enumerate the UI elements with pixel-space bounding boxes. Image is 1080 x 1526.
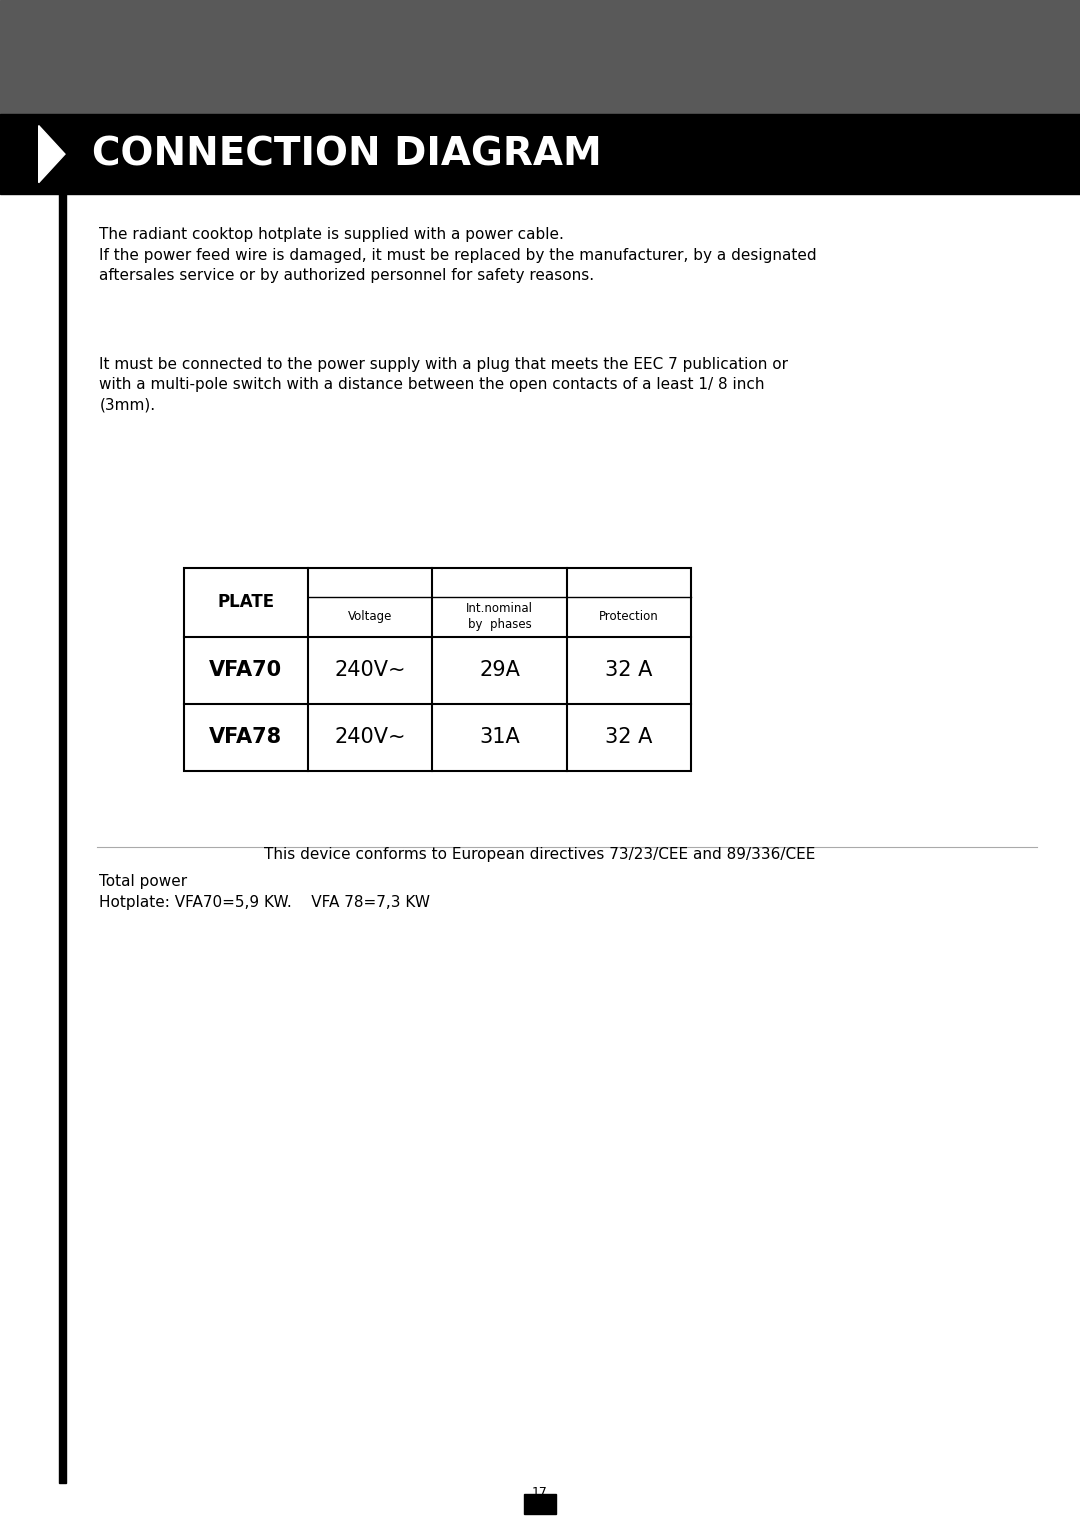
Text: VFA70: VFA70: [210, 661, 282, 681]
Text: Int.nominal
by  phases: Int.nominal by phases: [465, 601, 534, 632]
Text: 240V~: 240V~: [334, 661, 406, 681]
Text: Protection: Protection: [599, 610, 659, 623]
Text: 32 A: 32 A: [606, 728, 652, 748]
Text: 240V~: 240V~: [334, 728, 406, 748]
Text: CONNECTION DIAGRAM: CONNECTION DIAGRAM: [92, 136, 602, 172]
Text: Total power
Hotplate: VFA70=5,9 KW.    VFA 78=7,3 KW: Total power Hotplate: VFA70=5,9 KW. VFA …: [99, 874, 430, 911]
Text: 17: 17: [532, 1486, 548, 1499]
Polygon shape: [39, 125, 65, 183]
Text: VFA78: VFA78: [210, 728, 282, 748]
Text: The radiant cooktop hotplate is supplied with a power cable.
If the power feed w: The radiant cooktop hotplate is supplied…: [99, 227, 816, 284]
Text: PLATE: PLATE: [217, 594, 274, 612]
Bar: [184, 568, 691, 771]
Text: 31A: 31A: [480, 728, 519, 748]
Bar: [0, 114, 1080, 194]
Text: This device conforms to European directives 73/23/CEE and 89/336/CEE: This device conforms to European directi…: [265, 847, 815, 862]
Bar: [0, 0, 1080, 114]
Text: 29A: 29A: [480, 661, 519, 681]
Text: 32 A: 32 A: [606, 661, 652, 681]
Bar: [58, 194, 67, 1483]
Text: Voltage: Voltage: [348, 610, 392, 623]
Bar: [524, 1494, 556, 1514]
Text: It must be connected to the power supply with a plug that meets the EEC 7 public: It must be connected to the power supply…: [99, 357, 788, 414]
